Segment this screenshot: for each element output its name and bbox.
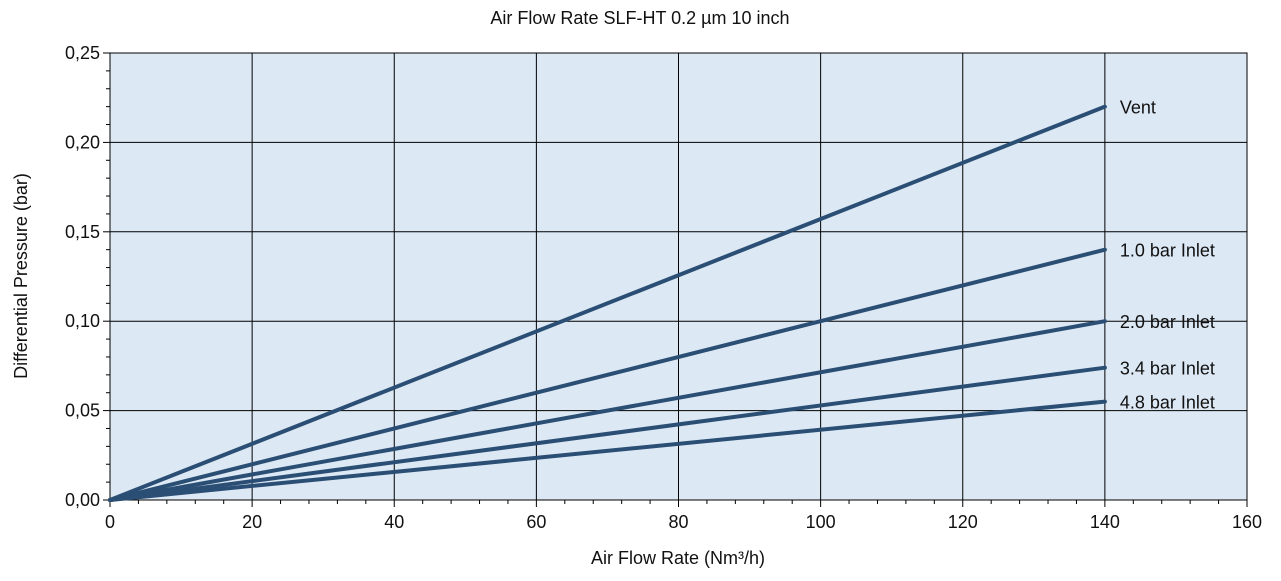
series-line [108, 399, 1107, 502]
series-label: 2.0 bar Inlet [1120, 312, 1215, 332]
chart-title: Air Flow Rate SLF-HT 0.2 µm 10 inch [490, 8, 789, 28]
y-tick-label: 0,15 [65, 222, 100, 242]
series-label: 1.0 bar Inlet [1120, 241, 1215, 261]
series-line [108, 319, 1107, 502]
x-tick-label: 20 [242, 512, 262, 532]
x-tick-label: 160 [1232, 512, 1262, 532]
series-label: 3.4 bar Inlet [1120, 359, 1215, 379]
plot-border [109, 52, 1248, 501]
y-tick-label: 0,10 [65, 311, 100, 331]
y-axis-label: Differential Pressure (bar) [11, 173, 31, 379]
series-line [108, 247, 1107, 502]
x-tick-label: 100 [806, 512, 836, 532]
y-tick-label: 0,05 [65, 401, 100, 421]
plot-area: 0 20 40 60 80 100 120 140 160 0,00 0,05 0,10 0,15 0,2… [65, 43, 1262, 532]
y-tick-label: 0,20 [65, 132, 100, 152]
x-axis-label: Air Flow Rate (Nm³/h) [591, 548, 765, 568]
x-tick-label: 60 [526, 512, 546, 532]
x-tick-label: 40 [384, 512, 404, 532]
series-line [108, 104, 1107, 502]
y-tick-label: 0,25 [65, 43, 100, 63]
series-label: Vent [1120, 98, 1156, 118]
y-tick-label: 0,00 [65, 490, 100, 510]
x-tick-label: 0 [105, 512, 115, 532]
x-tick-label: 120 [948, 512, 978, 532]
x-tick-label: 140 [1090, 512, 1120, 532]
series-line [108, 365, 1107, 502]
x-tick-label: 80 [668, 512, 688, 532]
series-label: 4.8 bar Inlet [1120, 393, 1215, 413]
